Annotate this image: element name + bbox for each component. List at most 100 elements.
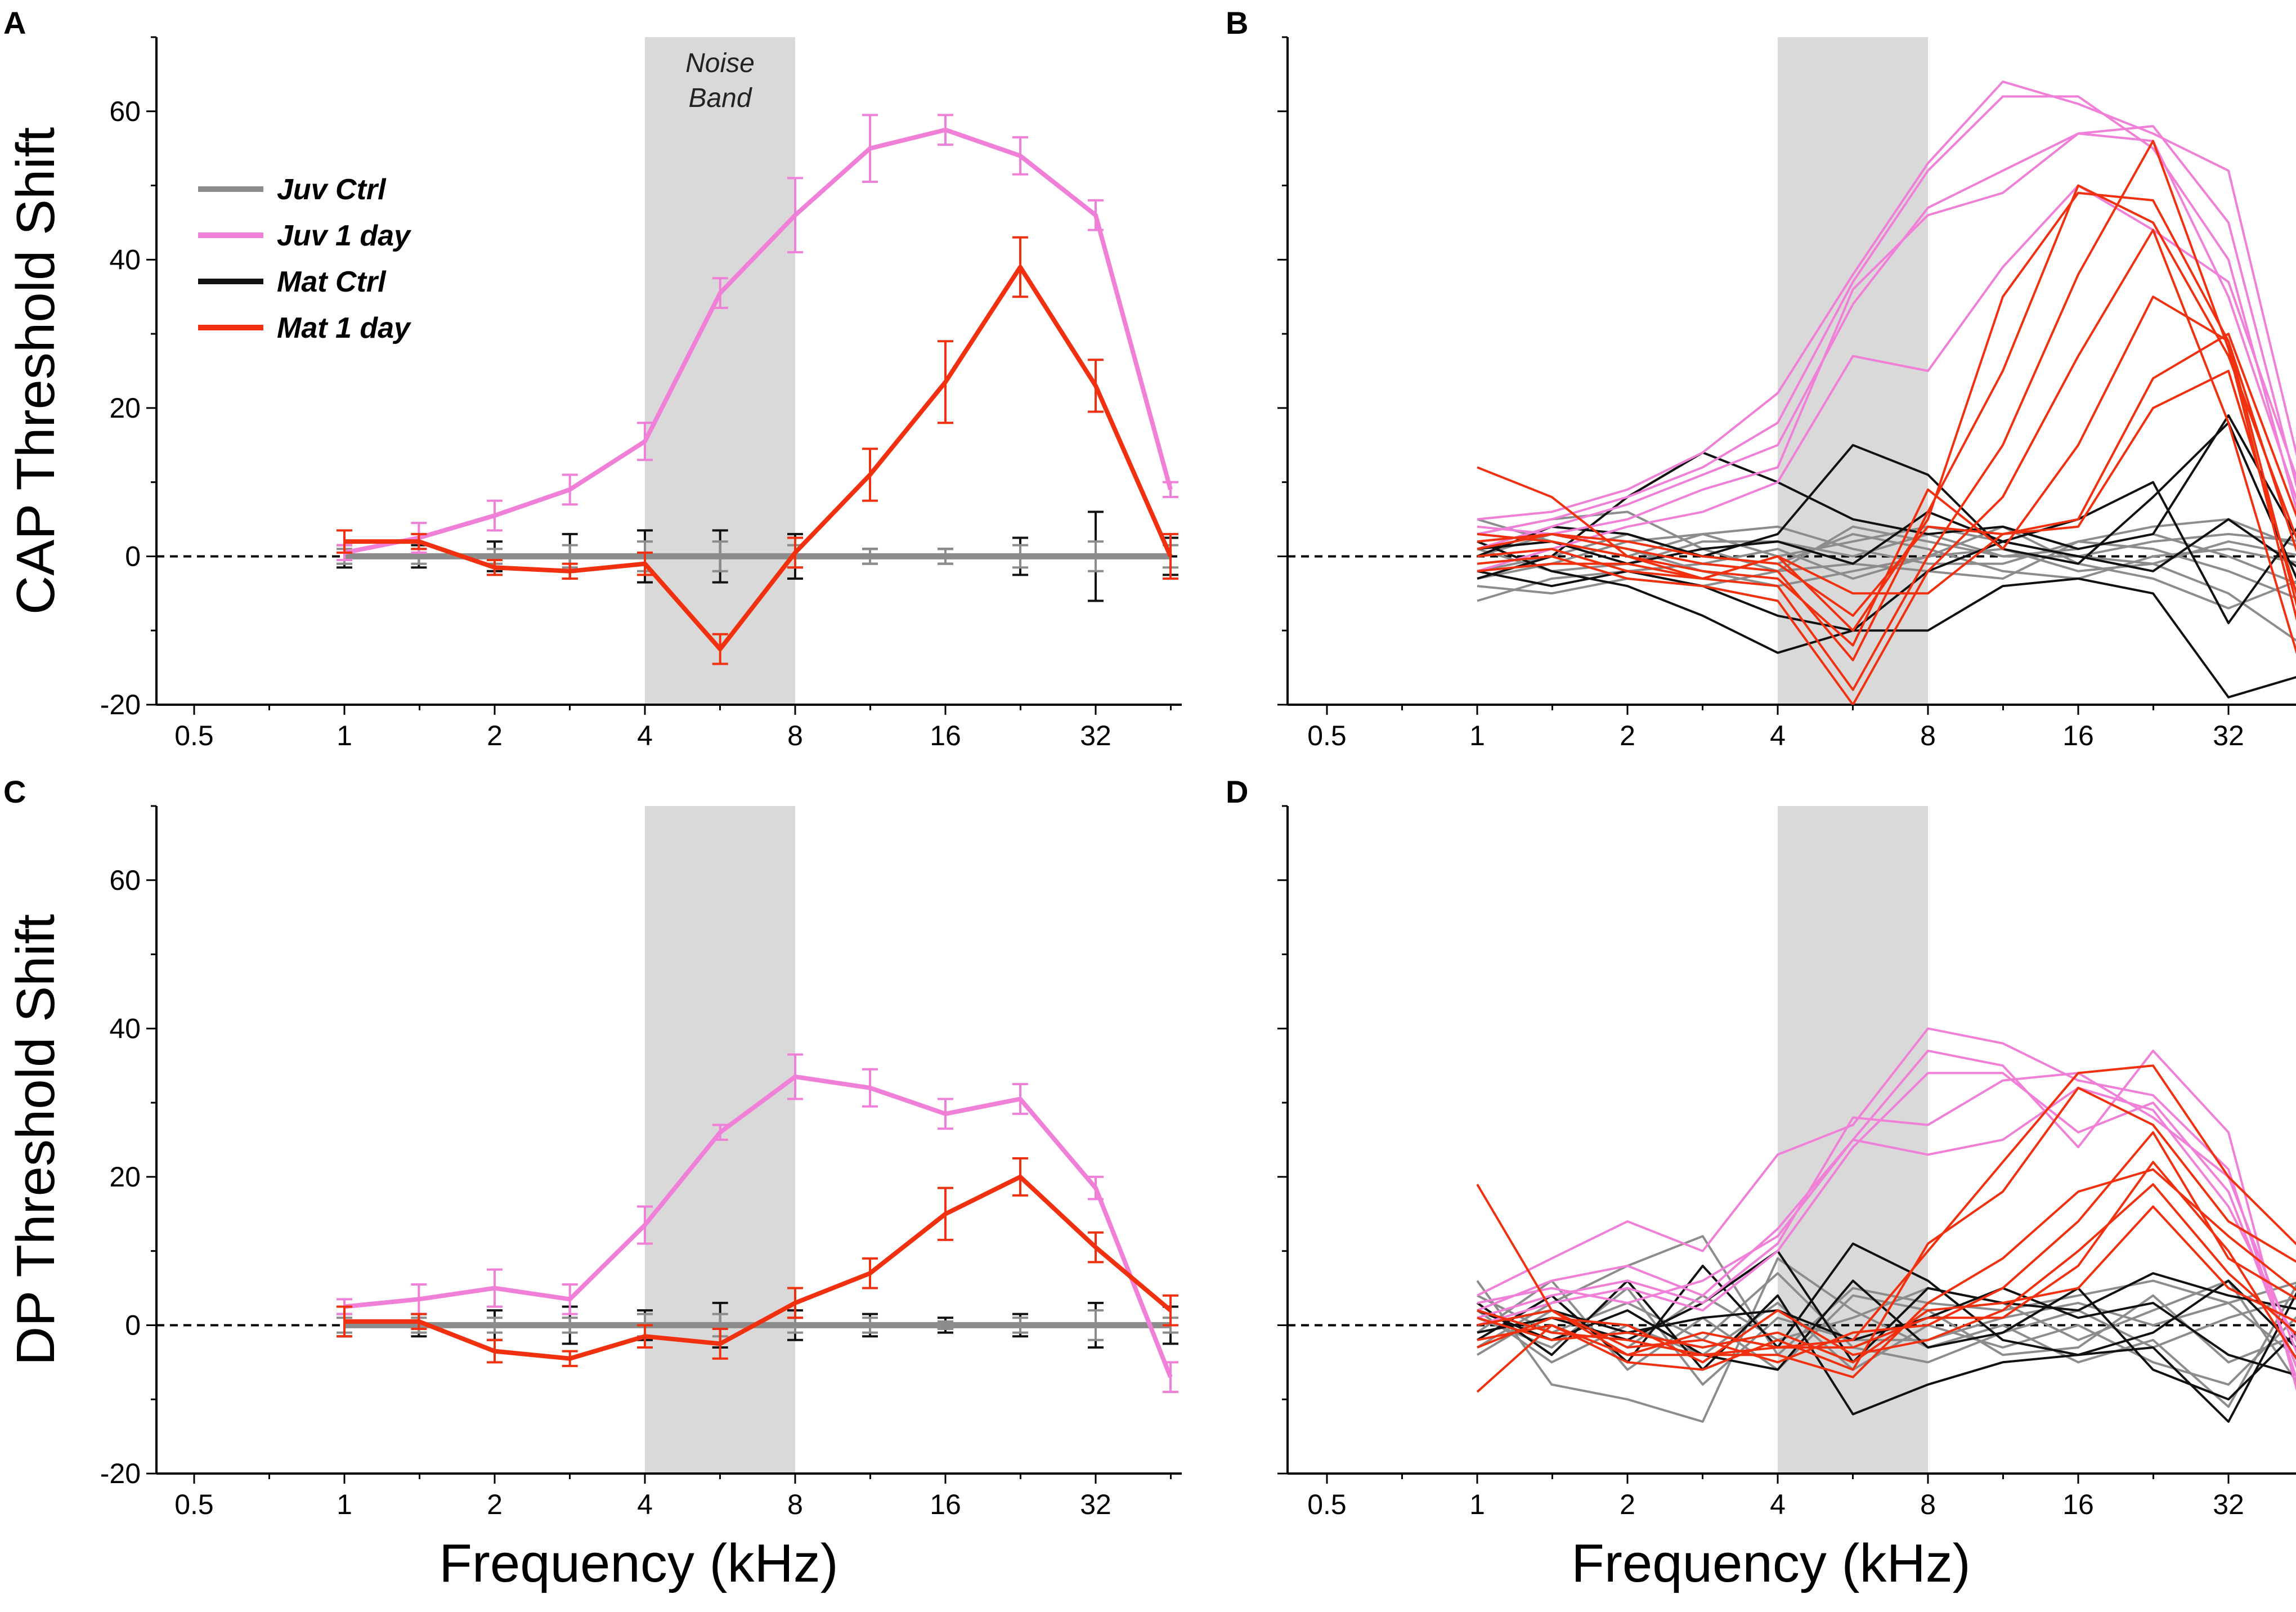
plot-area — [1476, 1027, 2296, 1423]
series-line-juv-1day — [1477, 1027, 2296, 1381]
x-tick-label: 16 — [930, 720, 961, 751]
series-line-juv-1day — [344, 127, 1173, 555]
y-tick-label: 40 — [109, 1013, 141, 1044]
x-tick-label: 8 — [787, 720, 803, 751]
x-tick-label: 0.5 — [1307, 720, 1347, 751]
x-tick-label: 1 — [337, 1489, 352, 1520]
x-tick-label: 1 — [337, 720, 352, 751]
legend: Juv Ctrl Juv 1 day Mat Ctrl Mat 1 day — [198, 173, 412, 344]
legend-label: Juv 1 day — [277, 220, 412, 252]
y-axis-title: CAP Threshold Shift — [6, 127, 66, 615]
series-line-juv-ctrl — [1477, 1272, 2296, 1364]
y-tick-label: -20 — [100, 689, 141, 720]
series-line-mat-1day — [1477, 140, 2296, 691]
series-line-mat-ctrl — [1477, 511, 2296, 572]
x-tick-label: 16 — [2062, 1489, 2094, 1520]
series-line-mat-1day — [1477, 1131, 2296, 1364]
y-tick-label: 60 — [109, 865, 141, 896]
plot-area — [337, 1053, 1179, 1394]
series-line-juv-1day — [1477, 125, 2296, 550]
x-tick-label: 16 — [930, 1489, 961, 1520]
panel-c: -20 0 20 40 60 0.5 1 2 4 8 16 32 C DP Threshold Shift — [3, 774, 1182, 1520]
series-line-juv-1day — [1477, 1072, 2296, 1354]
x-tick-label: 8 — [787, 1489, 803, 1520]
x-tick-label: 4 — [1770, 1489, 1786, 1520]
series-line-mat-1day — [1477, 295, 2296, 647]
panel-b: 0.5 1 2 4 8 16 32 B — [1226, 5, 2296, 751]
y-tick-label: -20 — [100, 1458, 141, 1489]
x-tick-label: 16 — [2062, 720, 2094, 751]
series-line-mat-ctrl — [1477, 540, 2296, 698]
y-tick-label: 20 — [109, 392, 141, 424]
x-tick-label: 32 — [2213, 1489, 2244, 1520]
series-line-juv-ctrl — [1477, 511, 2296, 585]
series-line-mat-1day — [1477, 1168, 2296, 1378]
x-tick-label: 32 — [1080, 720, 1111, 751]
noise-band — [1778, 37, 1928, 705]
series-line-mat-ctrl — [1477, 481, 2296, 632]
series-line-juv-1day — [1477, 1049, 2296, 1391]
series-line-juv-1day — [1477, 184, 2296, 572]
x-tick-label: 1 — [1469, 1489, 1485, 1520]
x-tick-label: 0.5 — [174, 720, 214, 751]
series-line-mat-ctrl — [1477, 414, 2296, 580]
y-axis-title: DP Threshold Shift — [6, 914, 66, 1365]
y-tick-label: 60 — [109, 96, 141, 127]
series-line-juv-1day — [344, 1074, 1173, 1378]
panel-letter: B — [1226, 5, 1248, 41]
legend-label: Mat Ctrl — [277, 266, 387, 298]
series-line-mat-ctrl — [1477, 422, 2296, 580]
y-tick-label: 0 — [125, 540, 141, 572]
x-tick-label: 32 — [2213, 720, 2244, 751]
series-line-mat-1day — [1477, 333, 2296, 617]
x-tick-label: 2 — [487, 720, 503, 751]
x-tick-label: 8 — [1920, 720, 1936, 751]
series-line-juv-ctrl — [1477, 532, 2296, 580]
x-tick-label: 4 — [637, 720, 653, 751]
x-tick-label: 8 — [1920, 1489, 1936, 1520]
series-line-mat-ctrl — [1477, 1250, 2296, 1364]
legend-label: Juv Ctrl — [277, 173, 387, 206]
plot-area — [337, 114, 1179, 665]
series-line-juv-ctrl — [1477, 532, 2296, 572]
series-line-juv-1day — [1477, 1072, 2296, 1369]
y-tick-label: 20 — [109, 1161, 141, 1193]
series-line-mat-1day — [1477, 1183, 2296, 1364]
series-line-mat-1day — [1477, 370, 2296, 596]
x-tick-label: 4 — [637, 1489, 653, 1520]
series-line-mat-1day — [1477, 184, 2296, 661]
legend-label: Mat 1 day — [277, 312, 412, 344]
x-tick-label: 0.5 — [174, 1489, 214, 1520]
x-axis-title-left: Frequency (kHz) — [439, 1533, 838, 1593]
noise-band-label: Band — [688, 83, 752, 113]
panel-d: 0.5 1 2 4 8 16 32 D — [1226, 774, 2296, 1520]
series-line-juv-1day — [1477, 132, 2296, 535]
x-tick-label: 1 — [1469, 720, 1485, 751]
series-line-mat-ctrl — [1477, 1279, 2296, 1401]
x-tick-label: 2 — [487, 1489, 503, 1520]
x-axis-title-right: Frequency (kHz) — [1571, 1533, 1971, 1593]
series-line-mat-1day — [1477, 229, 2296, 705]
plot-area — [1477, 80, 2296, 705]
panel-letter: C — [3, 774, 26, 809]
x-tick-label: 2 — [1620, 1489, 1635, 1520]
panel-letter: A — [3, 5, 26, 41]
y-tick-label: 0 — [125, 1309, 141, 1341]
series-line-juv-1day — [1477, 80, 2296, 521]
series-line-mat-ctrl — [1476, 1279, 2296, 1416]
panel-letter: D — [1226, 774, 1248, 809]
panel-a: Noise Band -20 0 20 40 60 0.5 1 2 4 8 16 32 A CAP Thres… — [3, 5, 1182, 751]
noise-band-label: Noise — [685, 48, 755, 78]
x-tick-label: 2 — [1620, 720, 1635, 751]
x-tick-label: 0.5 — [1307, 1489, 1347, 1520]
series-line-mat-1day — [1476, 1064, 2296, 1356]
y-tick-label: 40 — [109, 244, 141, 275]
series-line-mat-1day — [1477, 1205, 2296, 1364]
x-tick-label: 32 — [1080, 1489, 1111, 1520]
series-line-mat-1day — [1476, 1086, 2296, 1393]
x-tick-label: 4 — [1770, 720, 1786, 751]
noise-band — [645, 37, 795, 705]
series-line-mat-1day — [344, 265, 1173, 652]
series-line-mat-1day — [1477, 1161, 2296, 1360]
